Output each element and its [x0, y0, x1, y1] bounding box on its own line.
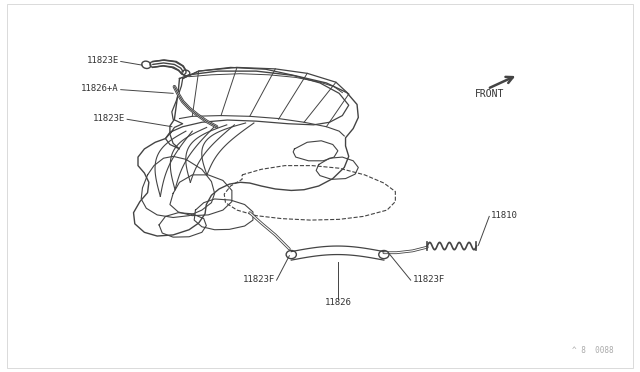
Text: FRONT: FRONT — [474, 89, 504, 99]
Text: 11823F: 11823F — [413, 275, 445, 284]
Text: 11823F: 11823F — [243, 275, 275, 284]
Text: 11823E: 11823E — [93, 114, 125, 123]
Text: 11826+A: 11826+A — [81, 84, 119, 93]
Text: 11823E: 11823E — [86, 56, 119, 65]
Text: 11826: 11826 — [324, 298, 351, 307]
Text: 11810: 11810 — [491, 211, 518, 220]
Text: ^ 8  0088: ^ 8 0088 — [572, 346, 614, 355]
